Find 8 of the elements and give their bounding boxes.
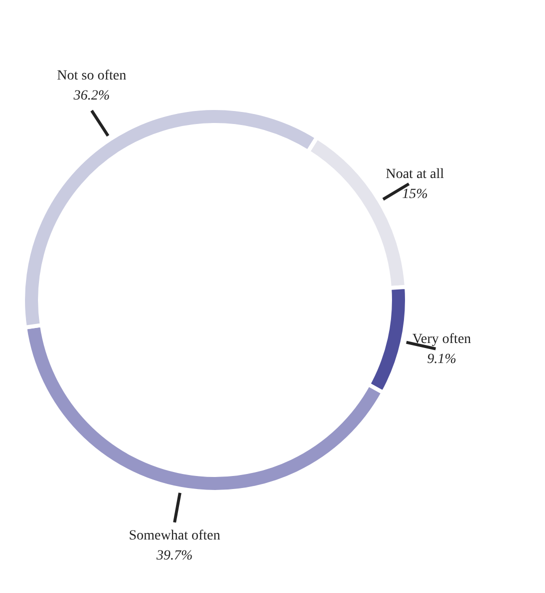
data-label: 15%: [402, 186, 428, 202]
slice-label: Somewhat often: [128, 528, 220, 544]
slice-label: Not so often: [57, 68, 126, 84]
data-label: 39.7%: [155, 548, 193, 564]
slice-label: Very often: [412, 332, 472, 347]
slice-label: Noat at all: [386, 166, 444, 182]
data-label: 36.2%: [72, 88, 110, 104]
data-label: 9.1%: [427, 352, 456, 367]
